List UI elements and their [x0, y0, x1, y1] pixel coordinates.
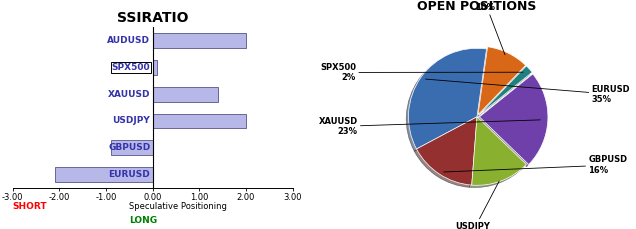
Bar: [153, 87, 218, 102]
Bar: [55, 167, 153, 182]
Text: SPX500: SPX500: [112, 63, 150, 72]
Text: EURUSD
35%: EURUSD 35%: [425, 79, 630, 104]
Wedge shape: [472, 117, 526, 185]
Text: GBPUSD
16%: GBPUSD 16%: [443, 155, 627, 175]
Text: SPX500
2%: SPX500 2%: [320, 63, 523, 82]
Wedge shape: [480, 74, 548, 164]
Wedge shape: [478, 47, 526, 115]
Text: XAUUSD: XAUUSD: [108, 90, 150, 99]
Text: USDJPY
14%: USDJPY 14%: [455, 181, 499, 229]
Text: AUDUSD: AUDUSD: [107, 36, 150, 45]
Wedge shape: [417, 117, 477, 185]
Text: USDJPY: USDJPY: [113, 117, 150, 125]
Wedge shape: [408, 48, 487, 149]
Bar: [153, 114, 246, 128]
Bar: [153, 60, 157, 75]
Title: OPEN POSITIONS: OPEN POSITIONS: [417, 0, 537, 14]
Title: SSIRATIO: SSIRATIO: [117, 11, 188, 25]
Wedge shape: [479, 66, 532, 115]
Text: LONG: LONG: [129, 216, 158, 225]
Text: SHORT: SHORT: [13, 202, 47, 211]
Text: GBPUSD: GBPUSD: [108, 143, 150, 152]
Bar: [111, 140, 153, 155]
Text: EURUSD: EURUSD: [109, 170, 150, 179]
Text: Speculative Positioning: Speculative Positioning: [129, 202, 227, 211]
Text: XAUUSD
23%: XAUUSD 23%: [319, 117, 540, 136]
Bar: [153, 33, 246, 48]
Text: AUDUSD
10%: AUDUSD 10%: [465, 0, 505, 55]
